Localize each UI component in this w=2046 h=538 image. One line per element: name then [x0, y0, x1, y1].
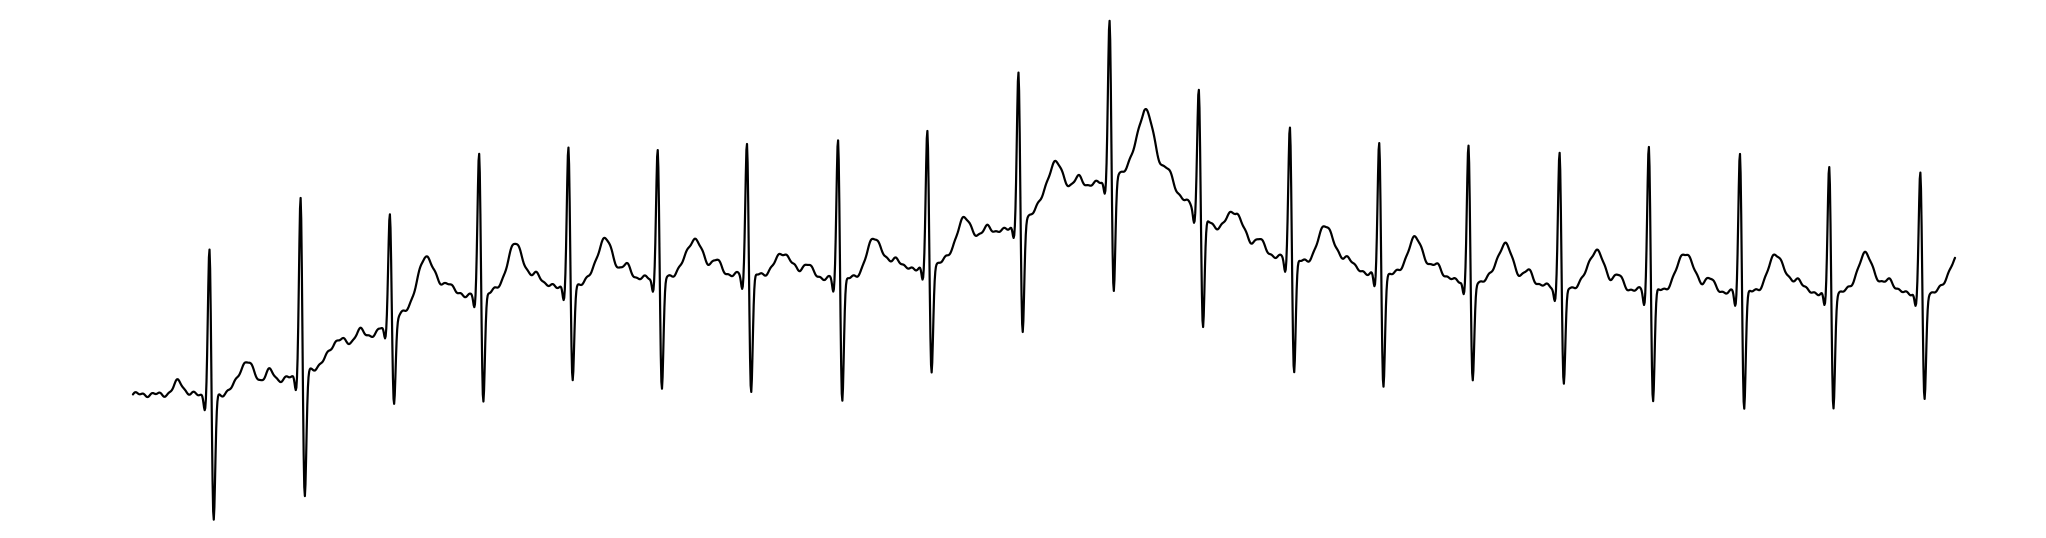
ecg-series-line	[131, 19, 1957, 521]
ecg-trace-group	[131, 19, 1957, 521]
